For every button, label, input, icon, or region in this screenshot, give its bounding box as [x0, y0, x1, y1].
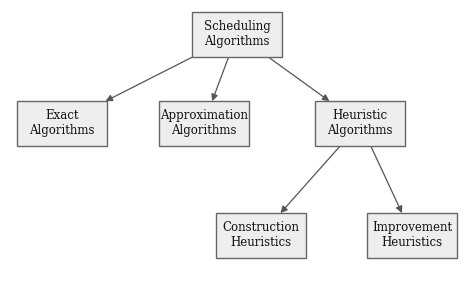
Text: Construction
Heuristics: Construction Heuristics	[222, 221, 299, 249]
Text: Exact
Algorithms: Exact Algorithms	[29, 109, 94, 137]
FancyBboxPatch shape	[159, 101, 249, 146]
Text: Approximation
Algorithms: Approximation Algorithms	[160, 109, 248, 137]
FancyBboxPatch shape	[192, 12, 282, 57]
Text: Improvement
Heuristics: Improvement Heuristics	[372, 221, 453, 249]
FancyBboxPatch shape	[216, 213, 306, 258]
FancyBboxPatch shape	[315, 101, 405, 146]
Text: Heuristic
Algorithms: Heuristic Algorithms	[328, 109, 393, 137]
FancyBboxPatch shape	[17, 101, 107, 146]
Text: Scheduling
Algorithms: Scheduling Algorithms	[204, 20, 270, 49]
FancyBboxPatch shape	[367, 213, 457, 258]
